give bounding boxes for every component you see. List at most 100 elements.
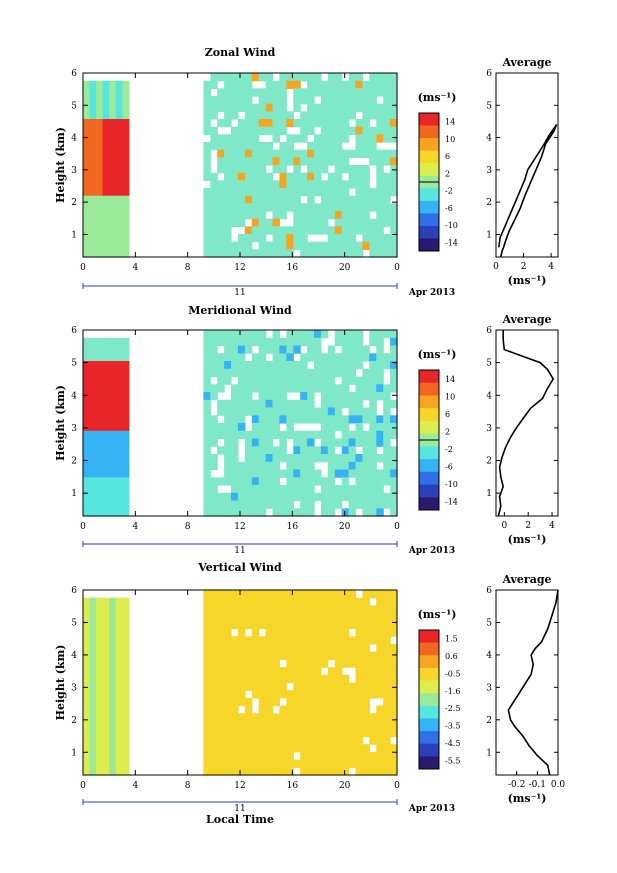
heatmap-cell [237, 751, 246, 761]
heatmap-cell [327, 697, 336, 707]
heatmap-cell [203, 368, 211, 378]
heatmap-cell [217, 188, 225, 197]
heatmap-cell [83, 188, 91, 197]
heatmap-cell [210, 430, 218, 440]
heatmap-cell [327, 384, 336, 393]
heatmap-cell [314, 142, 322, 151]
heatmap-cell [341, 226, 350, 235]
heatmap-cell [369, 508, 377, 517]
heatmap-cell [334, 249, 343, 258]
heatmap-cell [327, 195, 336, 204]
heatmap-cell [383, 767, 391, 776]
heatmap-cell [286, 469, 294, 478]
heatmap-cell [355, 713, 363, 722]
heatmap-cell [272, 736, 280, 745]
heatmap-cell [96, 337, 104, 347]
heatmap-cell [314, 759, 322, 768]
heatmap-cell [96, 103, 104, 112]
heatmap-cell [210, 508, 218, 517]
heatmap-cell [217, 590, 225, 599]
heatmap-cell [102, 337, 110, 347]
heatmap-cell [355, 461, 363, 471]
heatmap-cell [334, 384, 343, 393]
heatmap-cell [341, 188, 350, 197]
heatmap-cell [244, 103, 253, 112]
heatmap-cell [376, 644, 384, 653]
heatmap-cell [244, 597, 253, 606]
heatmap-cell [217, 736, 225, 745]
heatmap-cell [102, 492, 110, 502]
heatmap-cell [258, 368, 267, 378]
heatmap-cell [376, 620, 384, 630]
heatmap-cell [355, 384, 363, 393]
heatmap-cell [210, 415, 218, 424]
heatmap-cell [265, 361, 274, 370]
heatmap-cell [102, 508, 110, 517]
heatmap-cell [383, 454, 391, 463]
colorbar-segment [419, 484, 439, 498]
heatmap-cell [376, 361, 384, 370]
heatmap-cell [390, 384, 398, 393]
heatmap-cell [96, 508, 104, 517]
heatmap-cell [231, 180, 239, 189]
heatmap-cell [102, 96, 110, 105]
heatmap-cell [327, 368, 336, 378]
heatmap-cell [369, 461, 377, 471]
heatmap-cell [369, 438, 377, 447]
heatmap-cell [237, 103, 246, 112]
heatmap-cell [244, 651, 253, 660]
heatmap-cell [341, 234, 350, 243]
heatmap-cell [383, 597, 391, 606]
heatmap-cell [286, 80, 294, 89]
profile-y-tick-label: 3 [486, 683, 492, 693]
heatmap-cell [102, 376, 110, 385]
heatmap-cell [334, 172, 343, 181]
heatmap-cell [109, 384, 117, 393]
heatmap-cell [217, 180, 225, 189]
colorbar-tick-label: -6 [445, 204, 453, 213]
heatmap-cell [341, 628, 350, 637]
heatmap-cell [251, 667, 260, 676]
heatmap-cell [102, 423, 110, 432]
heatmap-cell [320, 80, 329, 89]
heatmap-cell [383, 211, 391, 220]
heatmap-cell [102, 759, 110, 768]
heatmap-cell [334, 142, 343, 151]
heatmap-cell [237, 500, 246, 509]
heatmap-field [83, 330, 398, 517]
heatmap-cell [355, 613, 363, 622]
heatmap-cell [272, 728, 280, 738]
heatmap-cell [390, 461, 398, 471]
heatmap-cell [122, 659, 130, 668]
heatmap-cell [376, 705, 384, 714]
heatmap-cell [307, 119, 315, 128]
heatmap-cell [83, 613, 91, 622]
heatmap-cell [258, 469, 267, 478]
heatmap-cell [279, 384, 287, 393]
heatmap-cell [307, 330, 315, 339]
heatmap-cell [102, 368, 110, 378]
heatmap-cell [258, 399, 267, 409]
heatmap-cell [217, 399, 225, 409]
heatmap-cell [390, 376, 398, 385]
heatmap-cell [348, 126, 357, 135]
heatmap-cell [314, 203, 322, 212]
heatmap-cell [320, 423, 329, 432]
colorbar-segment [419, 680, 439, 694]
heatmap-cell [210, 249, 218, 258]
heatmap-cell [210, 590, 218, 599]
heatmap-cell [237, 407, 246, 416]
heatmap-cell [210, 713, 218, 722]
heatmap-cell [327, 605, 336, 614]
heatmap-cell [244, 620, 253, 630]
heatmap-cell [355, 751, 363, 761]
heatmap-cell [109, 180, 117, 189]
heatmap-cell [244, 590, 253, 599]
heatmap-cell [96, 736, 104, 745]
heatmap-cell [307, 142, 315, 151]
heatmap-cell [122, 384, 130, 393]
heatmap-cell [314, 644, 322, 653]
heatmap-cell [307, 605, 315, 614]
heatmap-cell [383, 203, 391, 212]
heatmap-cell [376, 485, 384, 494]
